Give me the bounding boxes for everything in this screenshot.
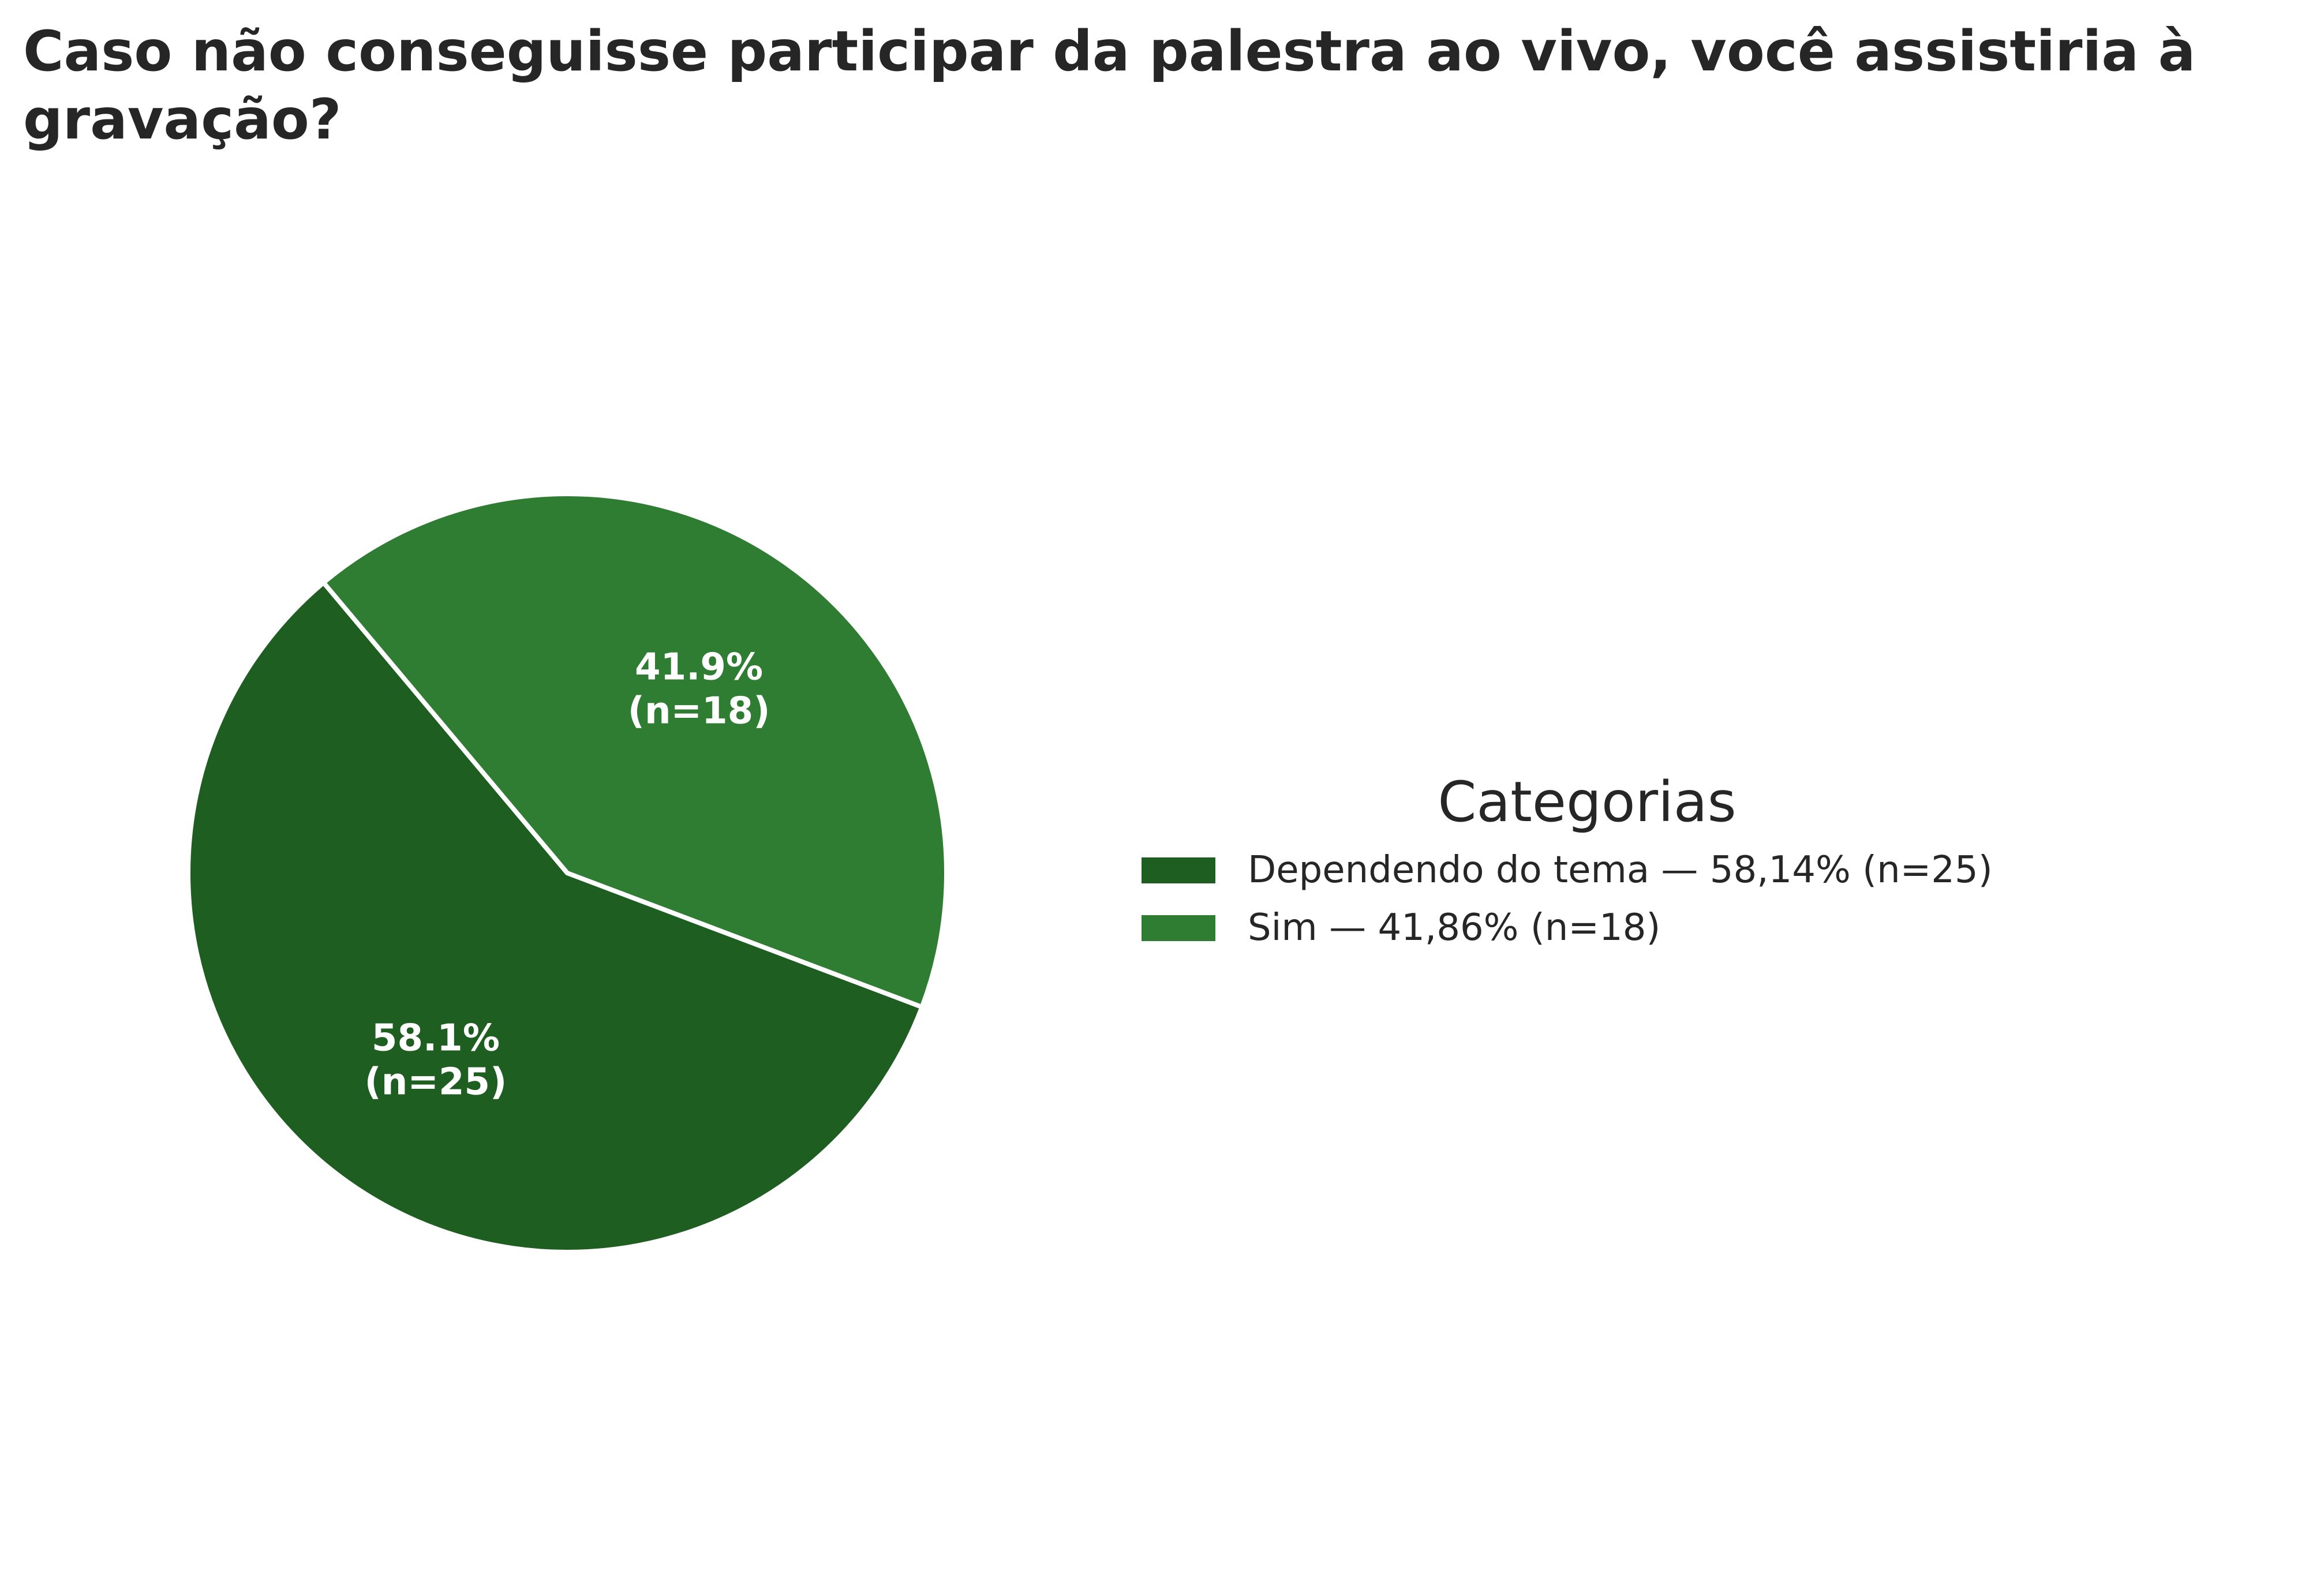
legend-swatch-sim — [1142, 915, 1215, 941]
pie-labels: 58.1% (n=25) 41.9% (n=18) — [365, 646, 770, 1103]
chart-title: Caso não conseguisse participar da pales… — [23, 17, 2297, 153]
slice-count-sim: (n=18) — [628, 690, 770, 732]
pie-slice-dependendo-do-tema — [186, 580, 925, 1254]
legend-title: Categorias — [1438, 770, 1737, 834]
chart-title-line-2: gravação? — [23, 87, 342, 152]
slice-percent-dependendo-do-tema: 58.1% — [372, 1017, 500, 1060]
legend-swatch-dependendo-do-tema — [1142, 857, 1215, 883]
legend: Categorias Dependendo do tema — 58,14% (… — [1131, 767, 2054, 957]
pie-slices — [186, 492, 949, 1254]
slice-label-sim: 41.9% (n=18) — [628, 646, 770, 732]
chart-title-line-1: Caso não conseguisse participar da pales… — [23, 19, 2196, 84]
pie-slice-sim — [321, 492, 949, 1010]
slice-count-dependendo-do-tema: (n=25) — [365, 1061, 507, 1104]
legend-label-sim: Sim — 41,86% (n=18) — [1248, 906, 1661, 949]
slice-percent-sim: 41.9% — [635, 646, 763, 688]
legend-item-sim: Sim — 41,86% (n=18) — [1131, 899, 2054, 957]
slice-label-dependendo-do-tema: 58.1% (n=25) — [365, 1017, 507, 1104]
legend-label-dependendo-do-tema: Dependendo do tema — 58,14% (n=25) — [1248, 849, 1993, 891]
legend-item-dependendo-do-tema: Dependendo do tema — 58,14% (n=25) — [1131, 841, 2054, 899]
